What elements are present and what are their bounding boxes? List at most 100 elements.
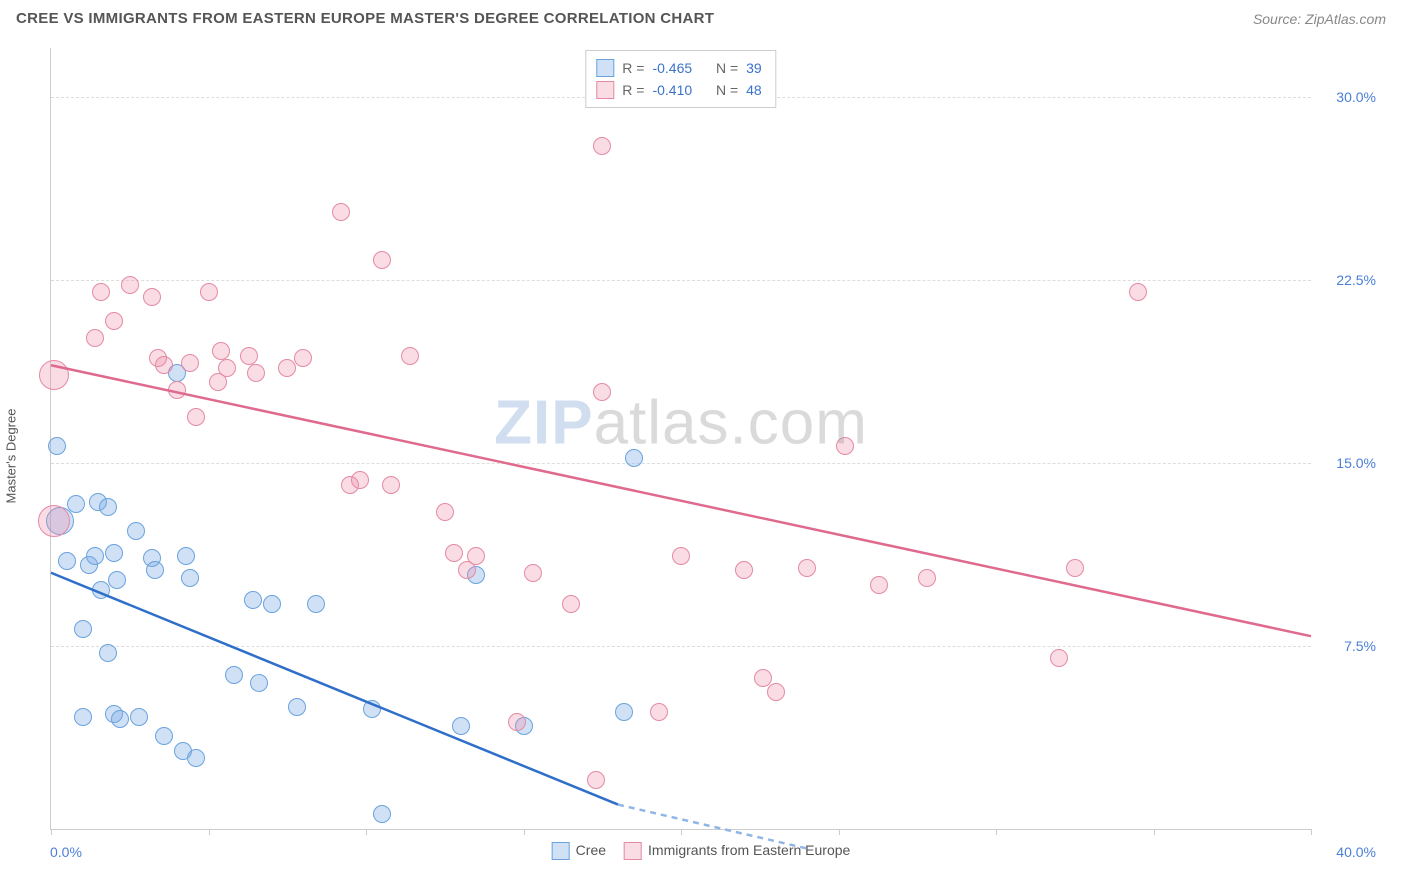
scatter-point-b xyxy=(918,569,936,587)
y-axis-label: Master's Degree xyxy=(4,409,19,504)
gridline xyxy=(51,646,1311,647)
scatter-point-a xyxy=(263,595,281,613)
x-min-label: 0.0% xyxy=(50,844,82,860)
x-tick xyxy=(996,829,997,835)
scatter-point-b xyxy=(86,329,104,347)
scatter-point-b xyxy=(143,288,161,306)
scatter-point-b xyxy=(247,364,265,382)
legend-item: Immigrants from Eastern Europe xyxy=(624,842,850,860)
scatter-point-b xyxy=(382,476,400,494)
scatter-point-a xyxy=(363,700,381,718)
scatter-point-b xyxy=(168,381,186,399)
legend-swatch xyxy=(596,59,614,77)
chart-source: Source: ZipAtlas.com xyxy=(1253,11,1386,27)
chart-title: CREE VS IMMIGRANTS FROM EASTERN EUROPE M… xyxy=(16,10,714,27)
scatter-point-b xyxy=(754,669,772,687)
scatter-point-b xyxy=(39,360,69,390)
x-tick xyxy=(839,829,840,835)
scatter-point-a xyxy=(99,644,117,662)
x-tick xyxy=(1311,829,1312,835)
scatter-point-a xyxy=(187,749,205,767)
series-legend: Cree Immigrants from Eastern Europe xyxy=(552,842,851,860)
scatter-point-b xyxy=(38,505,70,537)
scatter-point-b xyxy=(105,312,123,330)
y-tick-label: 7.5% xyxy=(1344,638,1376,654)
legend-swatch xyxy=(596,81,614,99)
scatter-point-b xyxy=(92,283,110,301)
scatter-point-b xyxy=(593,137,611,155)
scatter-point-b xyxy=(332,203,350,221)
x-tick xyxy=(681,829,682,835)
scatter-point-b xyxy=(562,595,580,613)
scatter-point-a xyxy=(177,547,195,565)
x-tick xyxy=(209,829,210,835)
scatter-point-a xyxy=(86,547,104,565)
scatter-point-a xyxy=(74,708,92,726)
scatter-point-a xyxy=(99,498,117,516)
scatter-point-b xyxy=(401,347,419,365)
scatter-point-a xyxy=(307,595,325,613)
x-tick xyxy=(524,829,525,835)
scatter-point-b xyxy=(798,559,816,577)
scatter-point-b xyxy=(767,683,785,701)
correlation-legend: R = -0.465 N = 39 R = -0.410 N = 48 xyxy=(585,50,776,108)
scatter-point-b xyxy=(218,359,236,377)
scatter-point-b xyxy=(1050,649,1068,667)
scatter-point-a xyxy=(146,561,164,579)
scatter-point-a xyxy=(108,571,126,589)
scatter-point-a xyxy=(225,666,243,684)
scatter-point-a xyxy=(111,710,129,728)
scatter-point-a xyxy=(452,717,470,735)
legend-item: Cree xyxy=(552,842,606,860)
scatter-point-a xyxy=(92,581,110,599)
scatter-point-a xyxy=(181,569,199,587)
legend-swatch xyxy=(624,842,642,860)
scatter-point-b xyxy=(294,349,312,367)
scatter-point-b xyxy=(587,771,605,789)
x-max-label: 40.0% xyxy=(1336,844,1376,860)
legend-row: R = -0.410 N = 48 xyxy=(596,79,761,101)
scatter-point-b xyxy=(1129,283,1147,301)
scatter-point-b xyxy=(672,547,690,565)
scatter-point-b xyxy=(593,383,611,401)
chart-header: CREE VS IMMIGRANTS FROM EASTERN EUROPE M… xyxy=(0,0,1406,35)
y-tick-label: 22.5% xyxy=(1336,272,1376,288)
scatter-point-b xyxy=(121,276,139,294)
legend-swatch xyxy=(552,842,570,860)
scatter-point-a xyxy=(58,552,76,570)
scatter-point-a xyxy=(373,805,391,823)
scatter-point-a xyxy=(127,522,145,540)
scatter-point-b xyxy=(650,703,668,721)
scatter-point-b xyxy=(445,544,463,562)
scatter-point-a xyxy=(105,544,123,562)
x-tick xyxy=(1154,829,1155,835)
scatter-point-b xyxy=(181,354,199,372)
scatter-point-a xyxy=(615,703,633,721)
chart-container: Master's Degree ZIPatlas.com R = -0.465 … xyxy=(16,40,1386,872)
gridline xyxy=(51,463,1311,464)
scatter-point-a xyxy=(74,620,92,638)
scatter-point-b xyxy=(524,564,542,582)
scatter-point-b xyxy=(351,471,369,489)
plot-area: ZIPatlas.com R = -0.465 N = 39 R = -0.41… xyxy=(50,48,1311,830)
y-tick-label: 30.0% xyxy=(1336,89,1376,105)
scatter-point-b xyxy=(212,342,230,360)
legend-row: R = -0.465 N = 39 xyxy=(596,57,761,79)
scatter-point-b xyxy=(278,359,296,377)
scatter-point-b xyxy=(508,713,526,731)
scatter-point-a xyxy=(288,698,306,716)
scatter-point-a xyxy=(250,674,268,692)
regression-lines xyxy=(51,48,1311,829)
scatter-point-a xyxy=(67,495,85,513)
scatter-point-a xyxy=(155,727,173,745)
scatter-point-b xyxy=(240,347,258,365)
x-tick xyxy=(366,829,367,835)
scatter-point-a xyxy=(130,708,148,726)
watermark-rest: atlas.com xyxy=(594,388,868,457)
scatter-point-a xyxy=(48,437,66,455)
scatter-point-b xyxy=(1066,559,1084,577)
scatter-point-b xyxy=(467,547,485,565)
scatter-point-b xyxy=(200,283,218,301)
y-tick-label: 15.0% xyxy=(1336,455,1376,471)
watermark: ZIPatlas.com xyxy=(494,387,868,458)
